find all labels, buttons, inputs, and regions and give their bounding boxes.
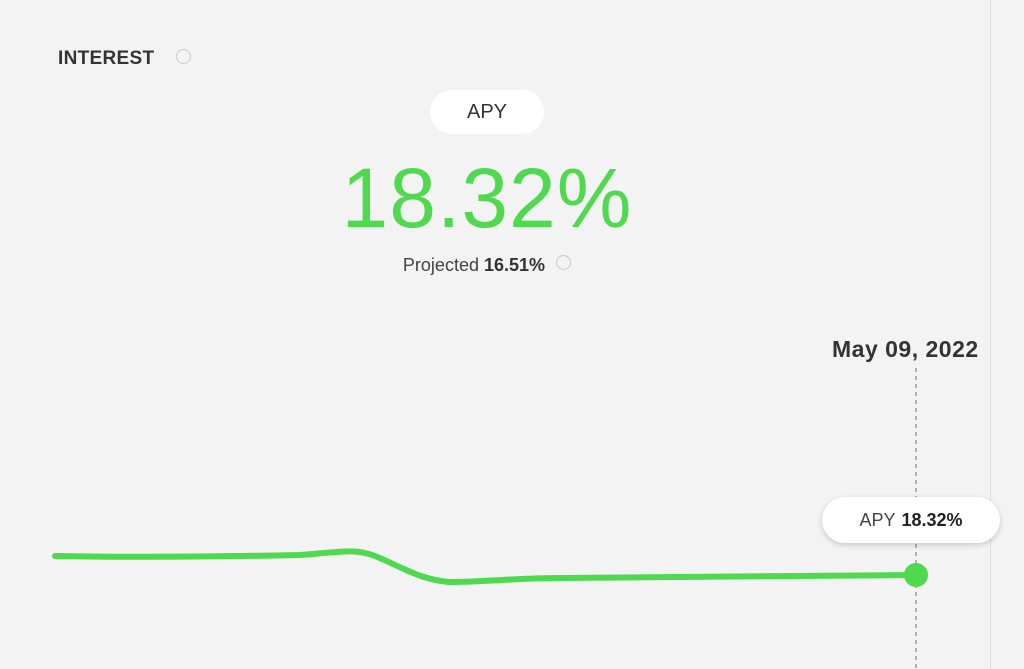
apy-line xyxy=(52,548,919,586)
tooltip-label: APY xyxy=(859,509,896,530)
tooltip: APY 18.32% xyxy=(822,497,1000,543)
apy-value: 18.32% xyxy=(341,151,633,245)
section-title: INTEREST xyxy=(58,48,155,69)
info-icon[interactable] xyxy=(556,255,572,270)
projected-value: 16.51% xyxy=(483,255,546,275)
tooltip-value: 18.32% xyxy=(901,509,963,530)
panel-edge xyxy=(990,0,991,669)
cursor-dot xyxy=(904,563,928,587)
info-icon[interactable] xyxy=(176,49,191,64)
apy-tab[interactable]: APY xyxy=(430,90,544,134)
projected: Projected 16.51% xyxy=(287,255,687,276)
chart-date: May 09, 2022 xyxy=(832,336,979,362)
projected-label: Projected xyxy=(402,255,479,275)
